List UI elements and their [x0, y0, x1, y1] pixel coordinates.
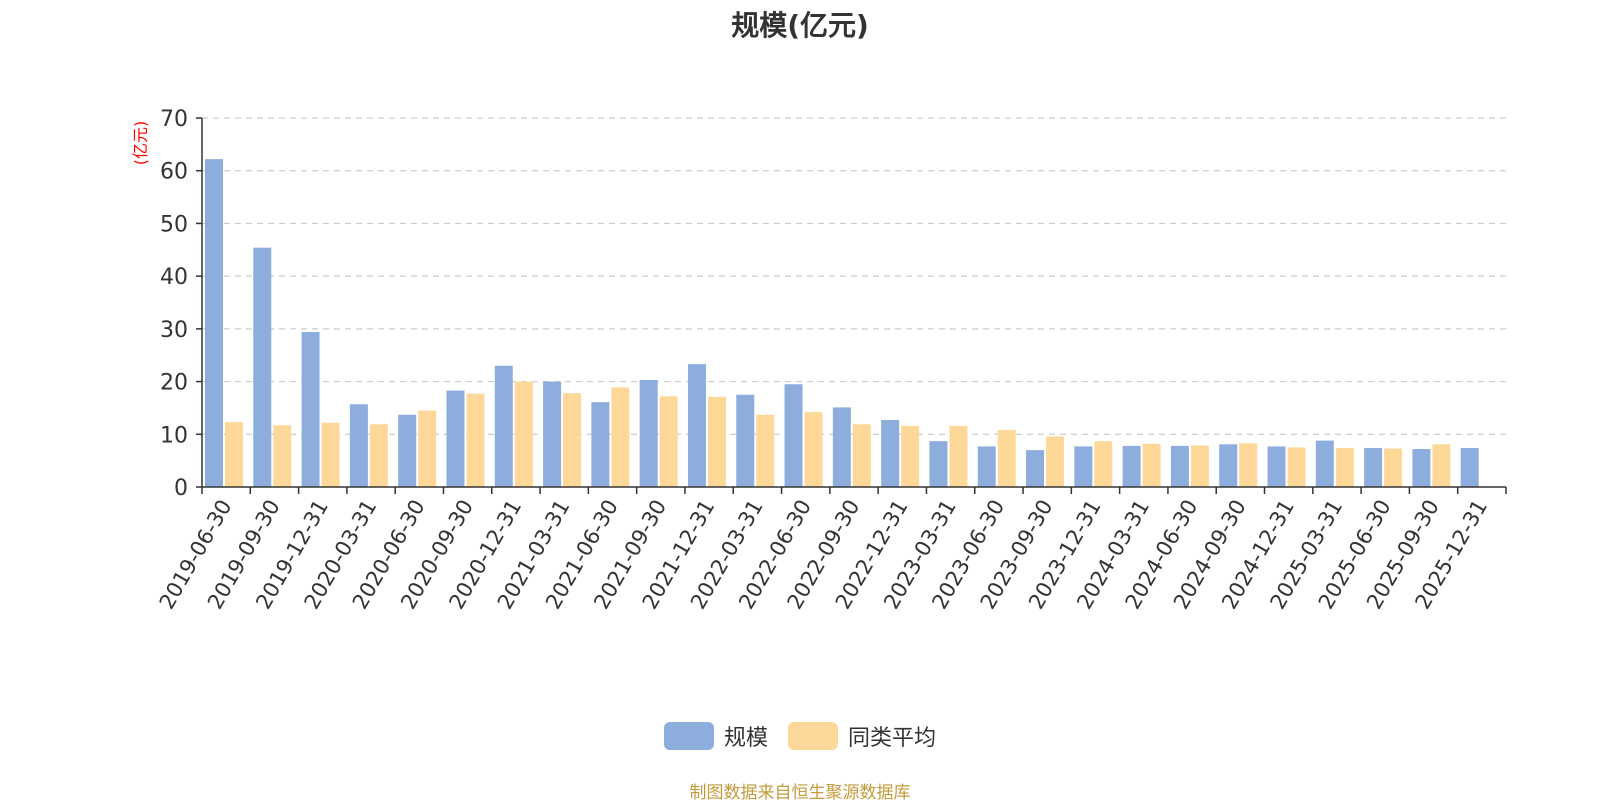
bar-series1	[736, 394, 755, 487]
bar-series2	[804, 412, 823, 487]
bar-series1	[1412, 449, 1431, 487]
bar-series1	[832, 407, 851, 487]
bar-series2	[949, 425, 968, 487]
legend-label-series2: 同类平均	[848, 726, 937, 751]
bar-series1	[1026, 450, 1045, 487]
bar-series2	[466, 393, 485, 487]
legend: 规模 同类平均	[0, 720, 1600, 752]
bar-series2	[1190, 445, 1209, 487]
bar-series2	[418, 410, 437, 487]
bar-series2	[707, 396, 726, 487]
bar-series1	[1460, 447, 1479, 487]
bar-series2	[852, 424, 871, 487]
bar-series1	[301, 332, 320, 487]
bar-series2	[273, 425, 292, 487]
bar-series2	[1432, 444, 1451, 487]
bar-series2	[1287, 447, 1306, 487]
bar-series1	[1219, 444, 1238, 487]
bar-series1	[1074, 446, 1093, 487]
bar-series1	[639, 379, 658, 487]
bar-series2	[225, 422, 243, 487]
bar-series1	[398, 414, 417, 487]
legend-swatch-series2	[788, 722, 838, 750]
y-tick-label: 20	[160, 371, 188, 396]
legend-item-series2[interactable]: 同类平均	[788, 720, 936, 752]
bar-series1	[881, 420, 900, 487]
bar-series1	[1170, 445, 1189, 487]
y-tick-label: 30	[160, 318, 188, 343]
bar-series1	[253, 247, 272, 487]
bar-series1	[543, 381, 562, 487]
bar-series1	[977, 446, 996, 487]
bar-series1	[784, 384, 803, 487]
bar-series1	[446, 390, 465, 487]
bar-series1	[1315, 440, 1334, 487]
y-tick-label: 50	[160, 212, 188, 237]
bar-series1	[591, 402, 610, 487]
bar-series2	[321, 422, 340, 487]
chart-title: 规模(亿元)	[731, 9, 869, 42]
source-note: 制图数据来自恒生聚源数据库	[689, 783, 911, 803]
y-tick-label: 60	[160, 160, 188, 185]
bar-series2	[1142, 443, 1161, 487]
bar-series2	[514, 381, 533, 487]
bar-series1	[1122, 445, 1141, 487]
bar-series2	[1335, 447, 1354, 487]
bar-series1	[494, 365, 513, 487]
bar-series1	[929, 441, 948, 487]
bar-series2	[563, 393, 582, 487]
bar-series2	[1384, 448, 1403, 487]
bar-series2	[997, 430, 1016, 487]
bar-series1	[205, 159, 223, 488]
bar-series1	[687, 364, 706, 487]
y-axis-label: (亿元)	[131, 121, 150, 166]
bar-series1	[1267, 446, 1286, 487]
bar-series1	[349, 404, 368, 487]
bar-series2	[901, 425, 920, 487]
y-tick-label: 0	[174, 476, 188, 501]
bar-series1	[1364, 447, 1383, 487]
legend-swatch-series1	[663, 722, 714, 750]
bar-series2	[756, 414, 775, 487]
bar-series2	[1094, 441, 1113, 487]
bar-series2	[611, 387, 630, 487]
y-tick-label: 70	[160, 107, 188, 132]
bar-series2	[369, 424, 388, 487]
bar-series2	[1046, 436, 1065, 487]
bar-series2	[659, 396, 678, 487]
y-tick-label: 10	[160, 423, 188, 448]
bar-series2	[1239, 443, 1258, 487]
legend-item-series1[interactable]: 规模	[663, 720, 768, 752]
y-tick-label: 40	[160, 265, 188, 290]
legend-label-series1: 规模	[723, 726, 768, 751]
